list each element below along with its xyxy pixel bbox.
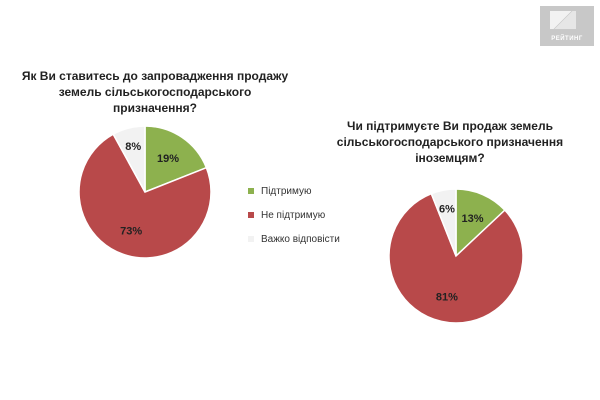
legend-swatch-not-support <box>248 212 254 218</box>
pie-2-slice-not-support <box>388 192 524 324</box>
chart-1-title: Як Ви ставитесь до запровадження продажу… <box>21 69 289 115</box>
legend-label-hard-to-say: Важко відповісти <box>261 233 340 245</box>
legend-item-support: Підтримую <box>248 184 340 198</box>
legend: Підтримую Не підтримую Важко відповісти <box>248 184 340 256</box>
legend-item-not-support: Не підтримую <box>248 208 340 222</box>
logo-text: РЕЙТИНГ <box>551 36 583 42</box>
chart-2-title: Чи підтримуєте Ви продаж земель сільсько… <box>336 119 564 165</box>
pie-1-label-not-support: 73% <box>120 226 142 238</box>
pie-2-label-not-support: 81% <box>436 292 458 304</box>
pie-1-slice-not-support <box>78 133 212 259</box>
legend-item-hard-to-say: Важко відповісти <box>248 232 340 246</box>
legend-swatch-support <box>248 188 254 194</box>
pie-1-label-hard-to-say: 8% <box>125 141 141 153</box>
legend-label-not-support: Не підтримую <box>261 209 326 221</box>
pie-2-label-support: 13% <box>461 213 483 225</box>
pie-1-slice-hard-to-say <box>112 125 146 193</box>
pie-2-label-hard-to-say: 6% <box>439 204 455 216</box>
pie-2-slice-hard-to-say <box>430 188 457 257</box>
pie-chart-foreigners: 13% 81% 6% <box>388 188 524 324</box>
rating-logo: РЕЙТИНГ <box>540 6 594 46</box>
pie-2-slice-support <box>455 188 506 258</box>
legend-label-support: Підтримую <box>261 185 312 197</box>
pie-1-label-support: 19% <box>157 153 179 165</box>
legend-swatch-hard-to-say <box>248 236 254 242</box>
pie-chart-land-sale: 19% 73% 8% <box>78 125 212 259</box>
pie-1-slice-support <box>144 125 208 194</box>
logo-mark-icon <box>550 11 576 29</box>
